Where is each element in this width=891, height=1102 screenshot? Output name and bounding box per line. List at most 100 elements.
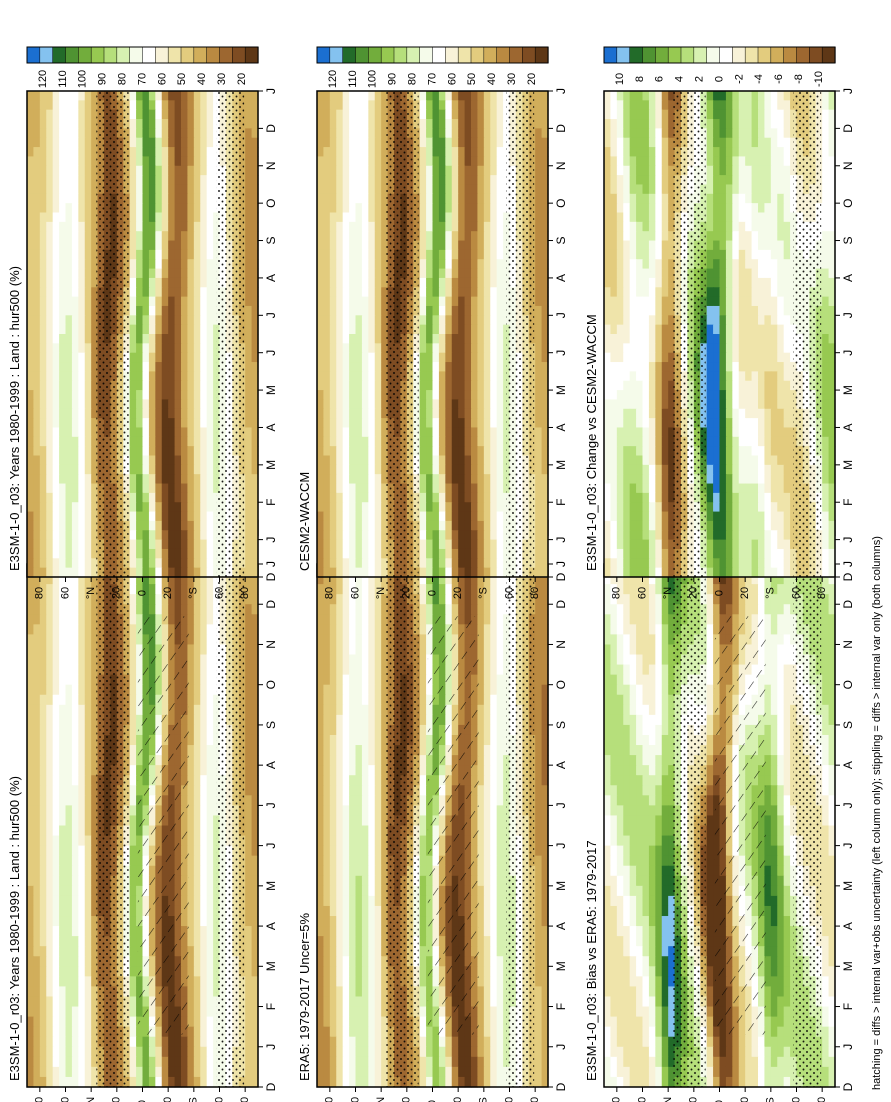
heatmap-cell — [52, 334, 60, 344]
heatmap-cell — [71, 100, 79, 111]
heatmap-cell — [65, 734, 73, 746]
heatmap-cell — [193, 1026, 201, 1038]
heatmap-cell — [368, 835, 376, 847]
heatmap-cell — [33, 654, 41, 666]
heatmap-cell — [168, 221, 176, 232]
heatmap-cell — [483, 714, 491, 726]
heatmap-cell — [27, 765, 35, 776]
x-tick-label: A — [264, 761, 278, 769]
heatmap-cell — [148, 334, 156, 344]
heatmap-cell — [206, 926, 214, 937]
heatmap-cell — [361, 654, 369, 666]
heatmap-cell — [142, 100, 150, 111]
heatmap-cell — [342, 584, 350, 595]
heatmap-cell — [535, 584, 543, 595]
heatmap-cell — [245, 1026, 253, 1038]
heatmap-cell — [187, 156, 195, 167]
heatmap-cell — [46, 91, 54, 101]
heatmap-cell — [33, 492, 41, 503]
heatmap-cell — [496, 644, 504, 656]
heatmap-cell — [129, 511, 137, 522]
heatmap-cell — [129, 916, 137, 927]
heatmap-cell — [129, 147, 137, 158]
heatmap-cell — [129, 905, 137, 917]
heatmap-cell — [65, 1016, 73, 1028]
heatmap-cell — [39, 946, 47, 957]
heatmap-cell — [65, 315, 73, 326]
heatmap-cell — [200, 704, 208, 716]
heatmap-cell — [33, 567, 41, 578]
heatmap-cell — [84, 455, 92, 466]
heatmap-cell — [155, 315, 163, 326]
heatmap-cell — [71, 530, 79, 541]
heatmap-cell — [342, 825, 350, 837]
heatmap-cell — [142, 128, 150, 139]
heatmap-cell — [148, 137, 156, 148]
heatmap-cell — [33, 558, 41, 569]
heatmap-cell — [52, 455, 60, 466]
heatmap-cell — [33, 1016, 41, 1028]
heatmap-cell — [59, 165, 67, 176]
heatmap-cell — [206, 674, 214, 686]
heatmap-cell — [181, 567, 189, 578]
heatmap-cell — [52, 296, 60, 307]
heatmap-cell — [329, 865, 337, 877]
heatmap-cell — [251, 380, 259, 391]
heatmap-cell — [535, 815, 543, 827]
heatmap-cell — [168, 371, 176, 382]
heatmap-cell — [65, 380, 73, 391]
heatmap-cell — [136, 324, 144, 335]
heatmap-cell — [142, 446, 150, 457]
heatmap-cell — [490, 785, 498, 796]
heatmap-cell — [52, 1066, 60, 1078]
heatmap-cell — [148, 240, 156, 251]
heatmap-cell — [193, 436, 201, 447]
heatmap-cell — [245, 343, 253, 354]
heatmap-cell — [251, 530, 259, 541]
heatmap-cell — [349, 674, 357, 686]
heatmap-cell — [490, 614, 498, 625]
x-tick-label: D — [264, 124, 278, 133]
heatmap-cell — [193, 100, 201, 111]
heatmap-cell — [187, 1006, 195, 1018]
heatmap-cell — [142, 464, 150, 475]
heatmap-cell — [39, 614, 47, 625]
heatmap-cell — [251, 315, 259, 326]
heatmap-cell — [78, 296, 86, 307]
heatmap-cell — [174, 193, 182, 204]
heatmap-cell — [136, 418, 144, 429]
heatmap-cell — [39, 520, 47, 531]
heatmap-cell — [374, 614, 382, 625]
heatmap-cell — [155, 109, 163, 120]
heatmap-cell — [27, 156, 35, 167]
heatmap-cell — [374, 594, 382, 605]
heatmap-cell — [381, 795, 389, 806]
heatmap-cell — [142, 558, 150, 569]
heatmap-cell — [323, 624, 331, 636]
heatmap-cell — [245, 324, 253, 335]
heatmap-cell — [27, 193, 35, 204]
colorbar-swatch — [116, 46, 131, 64]
heatmap-cell — [78, 128, 86, 139]
heatmap-cell — [161, 109, 169, 120]
heatmap-cell — [129, 137, 137, 148]
heatmap-cell — [148, 287, 156, 298]
heatmap-cell — [65, 483, 73, 494]
heatmap-cell — [52, 875, 60, 887]
heatmap-cell — [193, 147, 201, 158]
heatmap-cell — [59, 765, 67, 776]
heatmap-cell — [374, 574, 382, 585]
heatmap-cell — [200, 845, 208, 857]
heatmap-cell — [27, 100, 35, 111]
heatmap-cell — [91, 805, 99, 817]
heatmap-cell — [71, 976, 79, 988]
heatmap-cell — [168, 492, 176, 503]
heatmap-cell — [168, 1046, 176, 1058]
heatmap-cell — [148, 464, 156, 475]
heatmap-cell — [206, 724, 214, 736]
heatmap-cell — [136, 277, 144, 288]
heatmap-cell — [368, 775, 376, 786]
heatmap-cell — [142, 584, 150, 595]
heatmap-cell — [187, 664, 195, 676]
heatmap-cell — [381, 574, 389, 585]
